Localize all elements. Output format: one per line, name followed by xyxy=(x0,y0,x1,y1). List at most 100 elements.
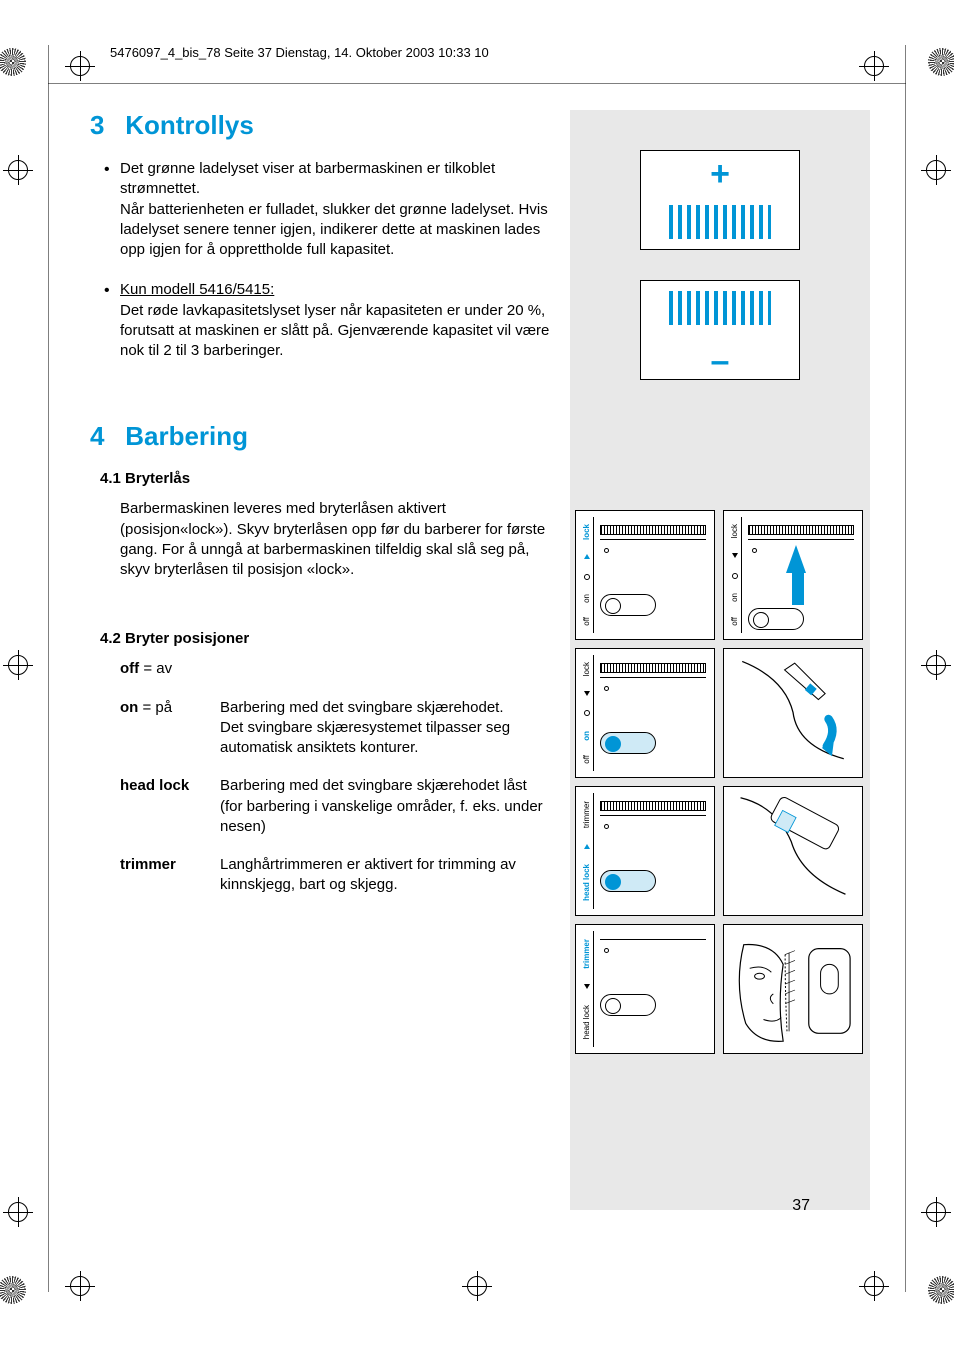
ornament-bottom-right xyxy=(928,1276,954,1304)
label-trimmer: trimmer xyxy=(582,801,591,828)
label-on: on xyxy=(730,593,739,602)
grid-cell-on: lock on off xyxy=(575,648,715,778)
def-headlock-desc: Barbering med det svingbare skjærehodet … xyxy=(220,776,550,837)
registration-mark-right-mid xyxy=(926,655,946,675)
plus-icon: + xyxy=(710,155,730,194)
grid-cell-face-trimmer xyxy=(723,924,863,1054)
def-on: on = på Barbering med det svingbare skjæ… xyxy=(120,698,550,759)
sub-4-2-num: 4.2 xyxy=(100,630,121,647)
ornament-top-right xyxy=(928,48,954,76)
figure-battery-minus: – xyxy=(640,280,800,380)
side-labels: trimmer head lock xyxy=(580,931,594,1047)
label-on: on xyxy=(582,731,591,741)
section-3-num: 3 xyxy=(90,110,118,141)
label-off: off xyxy=(582,617,591,626)
page-content: 5476097_4_bis_78 Seite 37 Dienstag, 14. … xyxy=(90,45,870,1285)
figure-column: + – lock on off xyxy=(570,110,870,1210)
section-4-title: Barbering xyxy=(125,421,248,451)
side-labels: lock on off xyxy=(728,517,742,633)
grid-cell-neck-on xyxy=(723,648,863,778)
registration-mark-left xyxy=(8,160,28,180)
shaver-headlock-icon xyxy=(600,801,706,893)
shaver-arrow-icon xyxy=(748,525,854,617)
bullet-2-text: Det røde lavkapasitetslyset lyser når ka… xyxy=(120,302,549,360)
triangle-up-icon xyxy=(584,844,590,849)
bullet-1-text: Det grønne ladelyset viser at barbermask… xyxy=(120,160,548,258)
triangle-down-icon xyxy=(732,553,738,558)
underNose-icon xyxy=(724,791,862,901)
page-number: 37 xyxy=(792,1197,810,1215)
label-lock: lock xyxy=(730,524,739,538)
section-4-heading: 4 Barbering xyxy=(90,421,550,452)
def-off-term: off xyxy=(120,660,139,677)
registration-mark-right-bot xyxy=(926,1202,946,1222)
text-column: 3 Kontrollys Det grønne ladelyset viser … xyxy=(90,110,550,1210)
bullet-1: Det grønne ladelyset viser at barbermask… xyxy=(120,159,550,260)
side-labels: trimmer head lock xyxy=(580,793,594,909)
grid-cell-lock: lock on off xyxy=(575,510,715,640)
definitions: off = av on = på Barbering med det sving… xyxy=(120,659,550,895)
triangle-up-icon xyxy=(584,554,590,559)
label-headlock: head lock xyxy=(582,864,591,901)
sub-4-2-heading: 4.2 Bryter posisjoner xyxy=(100,630,550,647)
registration-mark-bot-l xyxy=(70,1276,90,1296)
shaver-trimmer-icon xyxy=(600,939,706,1031)
def-trimmer: trimmer Langhårtrimmeren er aktivert for… xyxy=(120,855,550,896)
sub-4-2-title: Bryter posisjoner xyxy=(125,630,249,647)
registration-mark-left-bot xyxy=(8,1202,28,1222)
frame-left xyxy=(48,45,49,1292)
label-on: on xyxy=(582,594,591,603)
tick-icon xyxy=(732,573,738,579)
section-3-title: Kontrollys xyxy=(125,110,254,140)
def-trimmer-desc: Langhårtrimmeren er aktivert for trimmin… xyxy=(220,855,550,896)
section-3-bullets: Det grønne ladelyset viser at barbermask… xyxy=(90,159,550,361)
ornament-bottom-left xyxy=(0,1276,26,1304)
registration-mark-top-l xyxy=(70,56,90,76)
def-on-desc: Barbering med det svingbare skjærehodet.… xyxy=(220,698,550,759)
grid-cell-lock-arrow: lock on off xyxy=(723,510,863,640)
face-trim-icon xyxy=(724,925,862,1053)
battery-bars-minus xyxy=(669,291,771,325)
switch-grid: lock on off xyxy=(575,510,865,1054)
bullet-2-underline: Kun modell 5416/5415: xyxy=(120,281,274,298)
section-4-num: 4 xyxy=(90,421,118,452)
triangle-down-icon xyxy=(584,691,590,696)
sub-4-1-text: Barbermaskinen leveres med bryterlåsen a… xyxy=(120,499,550,580)
side-labels: lock on off xyxy=(580,517,594,633)
label-off: off xyxy=(582,755,591,764)
label-lock: lock xyxy=(582,524,591,540)
running-header: 5476097_4_bis_78 Seite 37 Dienstag, 14. … xyxy=(110,45,870,60)
def-trimmer-term: trimmer xyxy=(120,856,176,873)
label-headlock: head lock xyxy=(582,1005,591,1039)
grid-cell-trimmer: trimmer head lock xyxy=(575,924,715,1054)
def-headlock: head lock Barbering med det svingbare sk… xyxy=(120,776,550,837)
registration-mark-right xyxy=(926,160,946,180)
grid-cell-headlock: trimmer head lock xyxy=(575,786,715,916)
section-3-heading: 3 Kontrollys xyxy=(90,110,550,141)
def-headlock-term: head lock xyxy=(120,777,189,794)
sub-4-1-title: Bryterlås xyxy=(125,470,190,487)
bullet-2: Kun modell 5416/5415: Det røde lavkapasi… xyxy=(120,280,550,361)
battery-bars-plus xyxy=(669,205,771,239)
shaver-on-icon xyxy=(600,663,706,755)
registration-mark-left-mid xyxy=(8,655,28,675)
ornament-top-left xyxy=(0,48,26,76)
minus-icon: – xyxy=(711,342,730,381)
grid-cell-neck-headlock xyxy=(723,786,863,916)
def-on-rest: = på xyxy=(138,699,172,716)
def-off-desc xyxy=(220,659,550,679)
frame-right xyxy=(905,45,906,1292)
def-on-term: on xyxy=(120,699,138,716)
sub-4-1-heading: 4.1 Bryterlås xyxy=(100,470,550,487)
tick-icon xyxy=(584,574,590,580)
def-off-rest: = av xyxy=(139,660,172,677)
label-lock: lock xyxy=(582,662,591,676)
triangle-down-icon xyxy=(584,984,590,989)
def-off: off = av xyxy=(120,659,550,679)
side-labels: lock on off xyxy=(580,655,594,771)
sub-4-1-num: 4.1 xyxy=(100,470,121,487)
label-off: off xyxy=(730,617,739,626)
tick-icon xyxy=(584,710,590,716)
shaver-icon xyxy=(600,525,706,617)
figure-battery-plus: + xyxy=(640,150,800,250)
